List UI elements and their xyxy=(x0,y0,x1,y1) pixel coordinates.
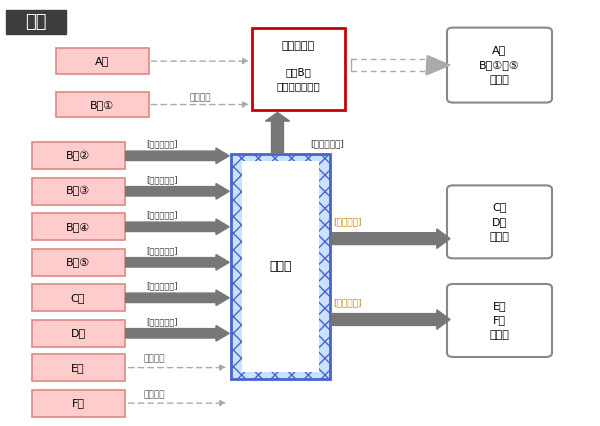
FancyArrow shape xyxy=(265,112,290,153)
Bar xyxy=(32,320,125,347)
Text: F社: F社 xyxy=(71,398,85,408)
Text: [共同輸送]: [共同輸送] xyxy=(333,299,362,308)
Text: A社
B社①～⑤
配送先: A社 B社①～⑤ 配送先 xyxy=(479,45,520,85)
Bar xyxy=(32,285,125,311)
Text: （傭車）: （傭車） xyxy=(144,390,165,399)
Text: [大型車輸送]: [大型車輸送] xyxy=(147,210,178,219)
Text: [大型車輸送]: [大型車輸送] xyxy=(147,139,178,149)
Text: [大型車輸送]: [大型車輸送] xyxy=(147,282,178,291)
Bar xyxy=(32,249,125,276)
Text: [共同輸送]: [共同輸送] xyxy=(333,218,362,227)
FancyArrow shape xyxy=(126,290,229,305)
FancyArrow shape xyxy=(126,254,229,270)
Text: （　B社
配送センター）: （ B社 配送センター） xyxy=(277,67,320,91)
Bar xyxy=(32,213,125,240)
FancyArrow shape xyxy=(126,184,229,199)
FancyArrow shape xyxy=(126,219,229,235)
Bar xyxy=(32,390,125,417)
FancyArrow shape xyxy=(126,148,229,164)
Text: [大型車輸送]: [大型車輸送] xyxy=(311,139,344,149)
Text: 川越営業所: 川越営業所 xyxy=(282,41,315,51)
Text: [大型車輸送]: [大型車輸送] xyxy=(147,175,178,184)
Bar xyxy=(32,178,125,205)
Text: D社: D社 xyxy=(70,328,86,338)
FancyArrow shape xyxy=(126,325,229,341)
Text: A社: A社 xyxy=(95,56,109,66)
Text: [大型車輸送]: [大型車輸送] xyxy=(147,317,178,326)
Text: （傭車）: （傭車） xyxy=(144,354,165,363)
Text: （傭車）: （傭車） xyxy=(190,93,211,102)
FancyBboxPatch shape xyxy=(447,284,552,357)
Text: 計画: 計画 xyxy=(25,13,47,31)
Text: C社: C社 xyxy=(71,293,85,303)
Text: B社⑤: B社⑤ xyxy=(66,257,90,267)
Bar xyxy=(56,92,149,117)
Text: B社①: B社① xyxy=(90,100,114,109)
FancyArrow shape xyxy=(331,229,450,248)
Bar xyxy=(32,142,125,169)
Bar xyxy=(231,154,330,379)
Text: B社②: B社② xyxy=(66,151,90,161)
Text: E社
F社
配送先: E社 F社 配送先 xyxy=(490,301,509,340)
Bar xyxy=(242,161,319,371)
Text: E社: E社 xyxy=(71,363,85,373)
Bar xyxy=(252,28,345,110)
Polygon shape xyxy=(426,56,450,75)
Bar xyxy=(56,48,149,74)
FancyBboxPatch shape xyxy=(6,10,66,34)
FancyBboxPatch shape xyxy=(447,185,552,258)
Text: C社
D社
配送先: C社 D社 配送先 xyxy=(490,202,509,242)
Text: B社③: B社③ xyxy=(66,186,90,196)
FancyBboxPatch shape xyxy=(447,28,552,103)
Text: [大型車輸送]: [大型車輸送] xyxy=(147,246,178,255)
FancyArrow shape xyxy=(331,310,450,329)
Text: B社④: B社④ xyxy=(66,222,90,232)
Bar xyxy=(32,354,125,381)
Text: 新施設: 新施設 xyxy=(269,260,292,273)
